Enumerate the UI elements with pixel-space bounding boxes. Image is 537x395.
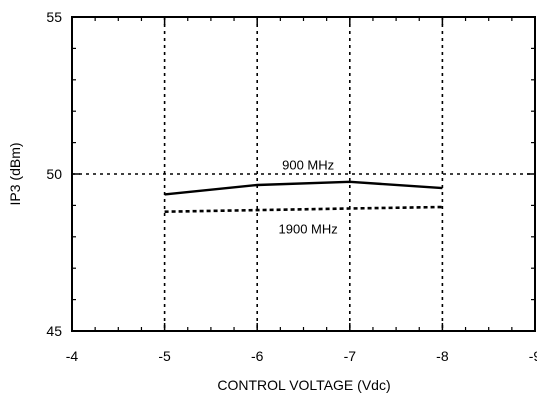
- y-tick-label-0: 45: [46, 323, 62, 339]
- series-line-900mhz: [164, 180, 443, 196]
- x-tick-label-0: -4: [66, 348, 79, 364]
- x-tick-label-3: -7: [344, 348, 357, 364]
- x-tick-label-5: -9: [529, 348, 537, 364]
- series-label-0: 900 MHz: [282, 157, 334, 172]
- data-series: [164, 180, 443, 213]
- y-tick-label-2: 55: [46, 9, 62, 25]
- y-axis-label: IP3 (dBm): [7, 142, 23, 205]
- tick-labels: -4 -5 -6 -7 -8 -9 45 50 55: [46, 9, 537, 364]
- x-axis-label: CONTROL VOLTAGE (Vdc): [217, 377, 390, 393]
- series-label-1: 1900 MHz: [279, 222, 338, 237]
- series-line-1900mhz: [164, 205, 443, 213]
- axis-ticks: [71, 16, 536, 332]
- x-tick-label-2: -6: [251, 348, 264, 364]
- x-tick-label-4: -8: [436, 348, 449, 364]
- series-annotations: 900 MHz 1900 MHz: [279, 157, 338, 236]
- x-tick-label-1: -5: [158, 348, 171, 364]
- grid-lines: [72, 17, 535, 331]
- y-tick-label-1: 50: [46, 166, 62, 182]
